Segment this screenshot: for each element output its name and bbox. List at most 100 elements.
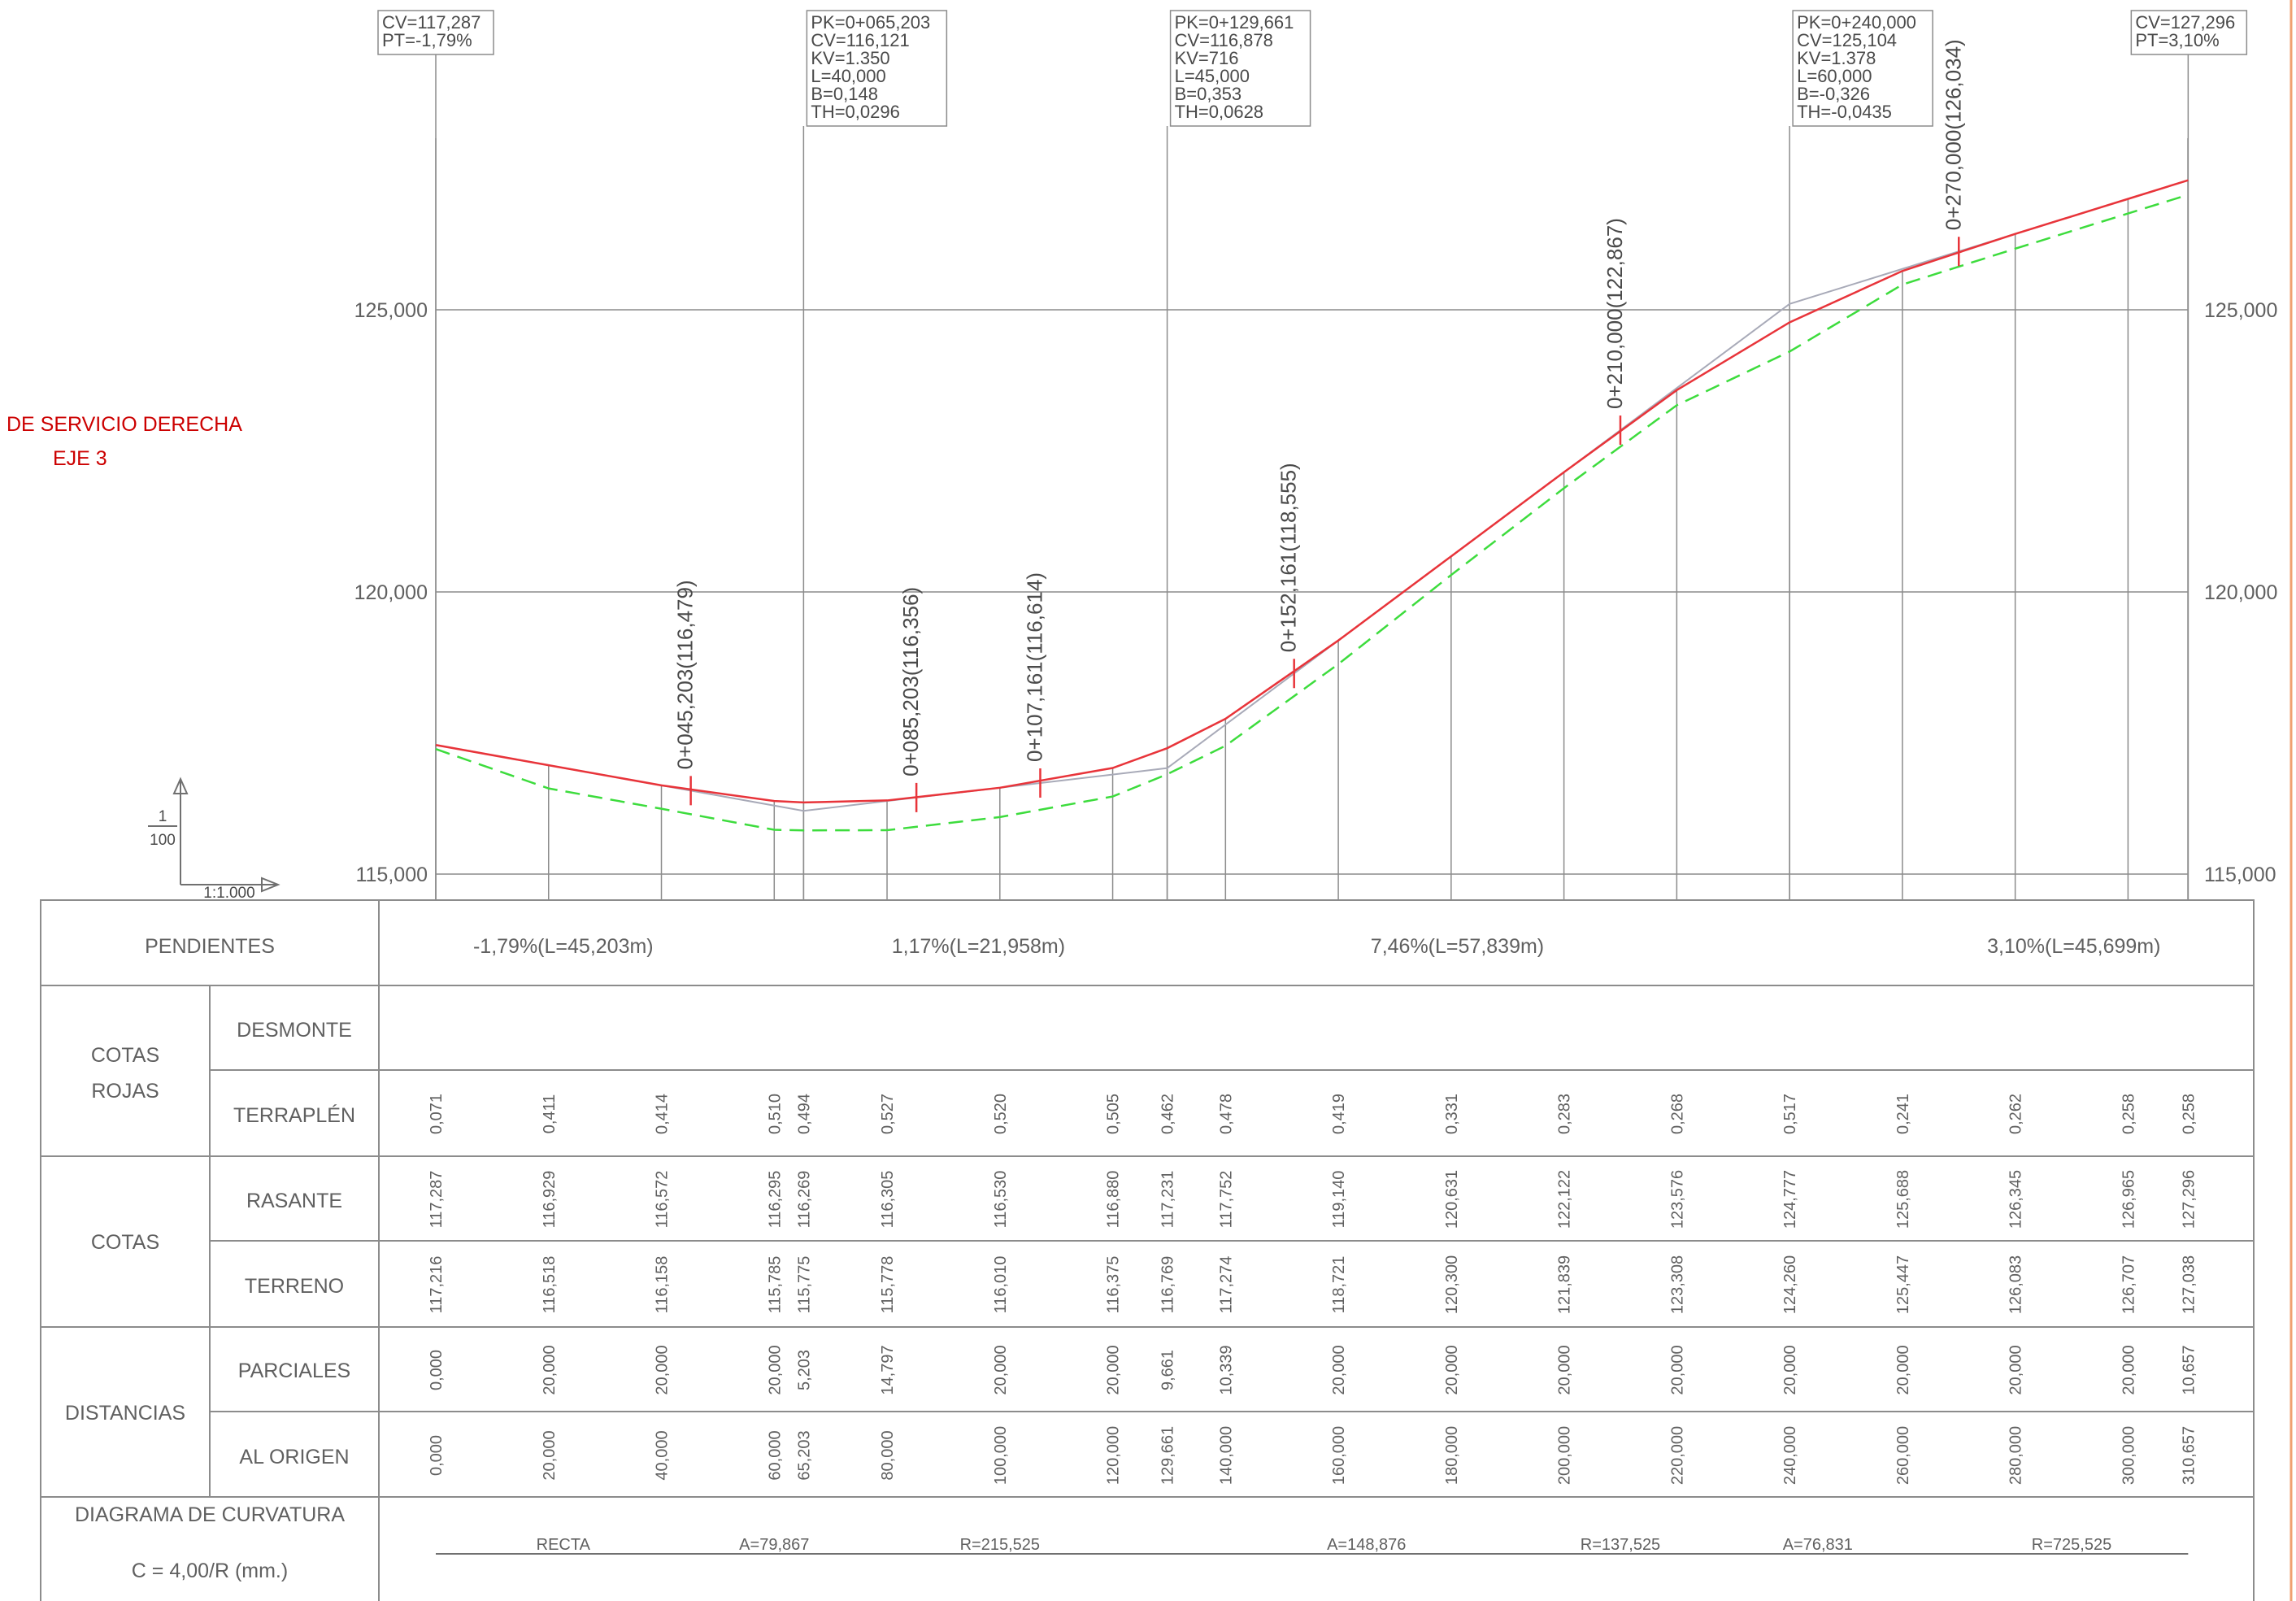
parcial-value-17: 20,000: [2120, 1345, 2137, 1394]
curve-point-labels: 0+045,203(116,479) 0+085,203(116,356) 0+10…: [673, 39, 1965, 812]
parciales-header: PARCIALES: [238, 1360, 350, 1382]
info-box-1-line-1: CV=116,121: [811, 30, 909, 50]
rasante-value-15: 125,688: [1894, 1170, 1912, 1229]
curve-point-label-3: 0+152,161(118,555): [1276, 463, 1301, 652]
curve-point-label-5: 0+270,000(126,034): [1941, 39, 1965, 230]
terrain-line: [435, 194, 2189, 832]
origen-value-16: 280,000: [2007, 1426, 2025, 1485]
terraplen-value-11: 0,331: [1443, 1094, 1461, 1134]
origen-value-2: 40,000: [654, 1430, 672, 1480]
info-box-1-line-2: KV=1.350: [811, 48, 889, 68]
origen-value-7: 120,000: [1105, 1426, 1123, 1485]
terraplen-value-7: 0,505: [1105, 1094, 1123, 1134]
info-box-2-line-5: TH=0,0628: [1175, 102, 1263, 122]
terraplen-header: TERRAPLÉN: [233, 1103, 355, 1127]
origen-value-11: 180,000: [1443, 1426, 1461, 1485]
curvature-label-2: R=215,525: [960, 1536, 1040, 1554]
rasante-value-11: 120,631: [1443, 1170, 1461, 1229]
origen-value-4: 65,203: [795, 1430, 813, 1480]
rasante-value-5: 116,305: [879, 1171, 897, 1229]
terraplen-value-1: 0,411: [541, 1094, 559, 1134]
drawing-title: DE SERVICIO DERECHA: [7, 413, 242, 436]
terraplen-value-0: 0,071: [428, 1094, 446, 1134]
terraplen-value-5: 0,527: [879, 1094, 897, 1134]
rasante-value-18: 127,296: [2180, 1170, 2198, 1229]
y-label-right-2: 125,000: [2204, 299, 2277, 322]
curvature-label-1: A=79,867: [739, 1536, 809, 1554]
rasante-value-3: 116,295: [766, 1171, 784, 1229]
parcial-value-1: 20,000: [541, 1345, 559, 1394]
info-box-2-line-1: CV=116,878: [1175, 30, 1273, 50]
slope-label-0: -1,79%(L=45,203m): [473, 935, 654, 958]
rasante-header: RASANTE: [246, 1190, 342, 1212]
terreno-header: TERRENO: [245, 1275, 344, 1298]
info-box-4-line-0: CV=127,296: [2135, 12, 2235, 33]
rasante-value-10: 119,140: [1330, 1171, 1348, 1229]
info-box-1-line-3: L=40,000: [811, 66, 885, 86]
terreno-value-15: 125,447: [1894, 1255, 1912, 1314]
terraplen-value-8: 0,462: [1159, 1094, 1177, 1134]
parcial-value-16: 20,000: [2007, 1345, 2025, 1394]
cotas-header: COTAS: [91, 1231, 159, 1254]
curve-point-label-2: 0+107,161(116,614): [1022, 572, 1046, 762]
guitar-table: [40, 0, 2293, 1601]
info-box-0-line-0: CV=117,287: [382, 12, 481, 33]
parcial-value-5: 14,797: [879, 1345, 897, 1394]
terreno-value-2: 116,158: [654, 1256, 672, 1314]
slope-label-1: 1,17%(L=21,958m): [892, 935, 1065, 958]
terreno-value-1: 116,518: [541, 1256, 559, 1314]
curvature-label-5: A=76,831: [1783, 1536, 1853, 1554]
parcial-value-11: 20,000: [1443, 1345, 1461, 1394]
origen-value-15: 260,000: [1894, 1426, 1912, 1485]
terraplen-value-12: 0,283: [1556, 1094, 1574, 1134]
info-box-2-line-3: L=45,000: [1175, 66, 1250, 86]
terraplen-value-18: 0,258: [2180, 1094, 2198, 1134]
terreno-value-8: 116,769: [1159, 1256, 1177, 1314]
terraplen-value-9: 0,478: [1217, 1094, 1235, 1134]
rasante-value-2: 116,572: [654, 1171, 672, 1229]
origen-value-18: 310,657: [2180, 1426, 2198, 1485]
parcial-value-6: 20,000: [992, 1345, 1010, 1394]
rasante-value-1: 116,929: [541, 1171, 559, 1229]
origen-value-14: 240,000: [1781, 1426, 1799, 1485]
origen-value-0: 0,000: [428, 1435, 446, 1476]
info-box-2-line-4: B=0,353: [1175, 84, 1242, 104]
desmonte-header: DESMONTE: [237, 1019, 352, 1042]
terreno-value-5: 115,778: [879, 1256, 897, 1314]
rasante-value-9: 117,752: [1217, 1171, 1235, 1229]
horizontal-scale: 1:1.000: [203, 885, 254, 902]
info-box-3: [1792, 10, 1933, 127]
rasante-value-12: 122,122: [1556, 1170, 1574, 1229]
terraplen-value-13: 0,268: [1668, 1094, 1686, 1134]
curve-point-label-1: 0+085,203(116,356): [898, 587, 923, 777]
terreno-value-4: 115,775: [795, 1256, 813, 1314]
terreno-value-18: 127,038: [2180, 1255, 2198, 1314]
parcial-value-9: 10,339: [1217, 1345, 1235, 1394]
terreno-value-12: 121,839: [1556, 1255, 1574, 1314]
origen-value-6: 100,000: [992, 1426, 1010, 1485]
vertical-scale-den: 100: [150, 832, 176, 849]
parcial-value-4: 5,203: [795, 1350, 813, 1390]
parcial-value-14: 20,000: [1781, 1345, 1799, 1394]
curvature-label-0: RECTA: [537, 1536, 591, 1554]
parcial-value-10: 20,000: [1330, 1345, 1348, 1394]
terreno-value-6: 116,010: [992, 1256, 1010, 1314]
terraplen-value-10: 0,419: [1330, 1094, 1348, 1134]
curvature-label-3: A=148,876: [1327, 1536, 1406, 1554]
rasante-value-6: 116,530: [992, 1171, 1010, 1229]
vertical-scale-num: 1: [159, 808, 167, 825]
rasante-value-17: 126,965: [2120, 1170, 2137, 1229]
terreno-value-9: 117,274: [1217, 1256, 1235, 1314]
parcial-value-12: 20,000: [1556, 1345, 1574, 1394]
info-box-2-line-2: KV=716: [1175, 48, 1239, 68]
terraplen-value-14: 0,517: [1781, 1094, 1799, 1134]
rasante-value-0: 117,287: [428, 1171, 446, 1229]
origen-value-17: 300,000: [2120, 1426, 2137, 1485]
parcial-value-7: 20,000: [1105, 1345, 1123, 1394]
rasante-value-13: 123,576: [1668, 1170, 1686, 1229]
info-box-0: [377, 10, 494, 55]
curve-point-label-0: 0+045,203(116,479): [673, 580, 698, 769]
info-box-4-line-1: PT=3,10%: [2135, 30, 2219, 50]
info-box-3-line-4: B=-0,326: [1797, 84, 1870, 104]
